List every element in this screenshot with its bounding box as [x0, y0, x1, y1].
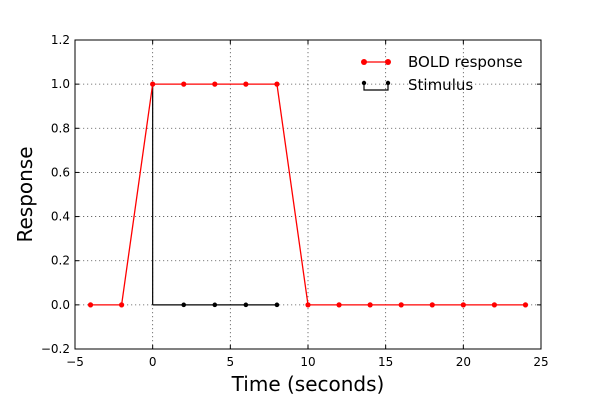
bold-response-marker	[398, 302, 404, 308]
x-tick-label: 5	[227, 355, 235, 369]
legend-stimulus-label: Stimulus	[408, 76, 473, 94]
y-axis-label: Response	[13, 146, 37, 242]
stimulus-marker	[243, 302, 249, 308]
bold-response-marker	[305, 302, 311, 308]
x-tick-label: −5	[66, 355, 84, 369]
bold-response-marker	[274, 81, 280, 87]
y-tick-label: 0.4	[51, 210, 70, 224]
y-tick-label: −0.2	[41, 342, 70, 356]
stimulus-marker	[274, 302, 280, 308]
y-tick-label: 0.8	[51, 121, 70, 135]
y-tick-label: 1.0	[51, 77, 70, 91]
legend: BOLD response Stimulus	[361, 53, 523, 94]
legend-stimulus-marker	[361, 80, 367, 86]
legend-stimulus-marker	[385, 80, 391, 86]
bold-response-marker	[460, 302, 466, 308]
x-tick-label: 25	[533, 355, 548, 369]
stimulus-marker	[212, 302, 218, 308]
x-tick-label: 0	[149, 355, 157, 369]
bold-response-marker	[243, 81, 249, 87]
bold-response-marker	[336, 302, 342, 308]
x-axis-label: Time (seconds)	[231, 372, 385, 396]
legend-entry-stimulus: Stimulus	[361, 76, 473, 94]
bold-response-marker	[212, 81, 218, 87]
x-tick-label: 10	[300, 355, 315, 369]
bold-response-marker	[87, 302, 94, 308]
bold-response-marker	[522, 302, 529, 308]
bold-response-marker	[429, 302, 435, 308]
bold-response-series	[87, 81, 529, 308]
y-tick-label: 0.2	[51, 254, 70, 268]
bold-response-marker	[181, 81, 187, 87]
x-tick-label: 15	[378, 355, 393, 369]
y-tick-label: 0.0	[51, 298, 70, 312]
ticks: −5 0 5 10 15 20 25 −0.2 0.0 0.2 0.4 0.6 0.8 1.0 1.2	[41, 33, 549, 369]
bold-response-marker	[119, 302, 125, 308]
legend-bold-marker	[361, 59, 367, 65]
x-tick-label: 20	[456, 355, 471, 369]
stimulus-marker	[181, 302, 187, 308]
bold-response-line	[90, 83, 526, 306]
bold-response-marker	[367, 302, 373, 308]
bold-response-marker	[150, 81, 156, 87]
stimulus-series	[150, 81, 280, 308]
y-tick-label: 1.2	[51, 33, 70, 47]
legend-bold-marker	[385, 59, 391, 65]
y-tick-label: 0.6	[51, 165, 70, 179]
bold-response-marker	[491, 302, 497, 308]
legend-bold-label: BOLD response	[408, 53, 523, 71]
legend-stimulus-symbol	[363, 83, 389, 91]
legend-entry-bold: BOLD response	[361, 53, 523, 71]
